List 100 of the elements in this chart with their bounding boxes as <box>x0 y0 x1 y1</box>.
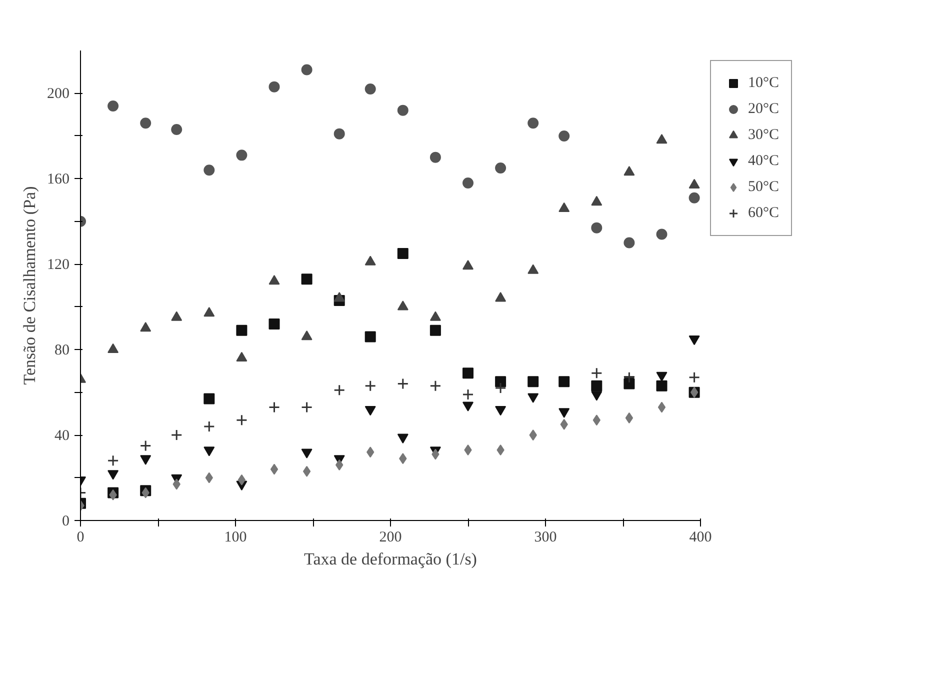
point <box>558 202 570 212</box>
point <box>204 307 215 317</box>
point <box>624 166 635 176</box>
point <box>623 372 635 384</box>
point <box>140 440 152 452</box>
point <box>688 372 700 384</box>
point <box>301 274 312 285</box>
point <box>528 118 539 129</box>
legend-label: 60°C <box>748 204 780 222</box>
point <box>107 454 119 466</box>
point <box>334 384 346 396</box>
x-tick-label: 200 <box>379 530 402 546</box>
point <box>170 429 182 441</box>
y-axis-title: Tensão de Cisalhamento (Pa) <box>20 186 39 385</box>
point <box>334 128 345 140</box>
y-tick-label: 200 <box>47 86 70 102</box>
point <box>591 391 602 401</box>
point <box>268 318 280 330</box>
point <box>140 455 152 465</box>
y-tick-label: 0 <box>62 514 70 530</box>
point <box>528 393 539 403</box>
point <box>625 412 634 424</box>
point <box>656 372 668 382</box>
point <box>108 470 119 480</box>
point <box>364 331 376 342</box>
point <box>558 130 570 142</box>
legend-label: 10°C <box>748 74 780 92</box>
legend-label: 30°C <box>748 126 780 144</box>
point <box>397 434 408 444</box>
point <box>591 222 602 234</box>
point <box>301 448 312 458</box>
point <box>238 474 246 486</box>
point <box>462 388 474 400</box>
legend-label: 40°C <box>748 152 780 170</box>
point <box>528 376 539 388</box>
point <box>397 378 409 390</box>
point <box>268 402 280 414</box>
point <box>204 164 215 176</box>
point <box>591 380 602 392</box>
point <box>656 380 668 392</box>
point <box>462 260 474 270</box>
point <box>462 402 474 412</box>
point <box>397 300 408 310</box>
point <box>397 248 408 259</box>
point <box>270 464 278 475</box>
x-tick-label: 100 <box>224 530 247 546</box>
legend-label: 20°C <box>748 100 780 118</box>
point <box>364 380 376 392</box>
point <box>301 330 312 340</box>
point <box>397 104 408 116</box>
point <box>364 406 376 416</box>
x-tick-label: 0 <box>76 530 84 546</box>
point <box>204 446 215 456</box>
point <box>236 352 248 362</box>
point <box>236 150 248 161</box>
point <box>462 177 474 188</box>
y-tick-label: 80 <box>54 342 70 359</box>
point <box>494 382 506 394</box>
x-tick-label: 300 <box>534 530 557 546</box>
x-tick-label: 400 <box>689 530 712 546</box>
point <box>171 124 182 136</box>
point <box>203 420 215 432</box>
point <box>496 444 504 456</box>
point <box>464 444 472 456</box>
point <box>364 256 376 266</box>
point <box>495 376 506 388</box>
point <box>236 414 248 426</box>
point <box>204 393 215 404</box>
point <box>140 322 152 332</box>
point <box>334 292 345 302</box>
point <box>591 196 602 206</box>
point <box>430 324 441 336</box>
point <box>301 402 313 414</box>
point <box>528 264 539 274</box>
point <box>495 292 506 302</box>
point <box>171 311 182 321</box>
point <box>268 274 280 285</box>
point <box>688 178 700 188</box>
point <box>495 162 506 174</box>
point <box>268 81 280 92</box>
point <box>462 368 474 379</box>
point <box>430 152 441 163</box>
point <box>656 134 668 144</box>
y-tick-label: 120 <box>47 257 70 274</box>
point <box>301 64 312 76</box>
point <box>656 228 668 240</box>
x-axis-title: Taxa de deformação (1/s) <box>304 550 477 568</box>
point <box>590 367 602 379</box>
point <box>302 466 311 477</box>
point <box>430 380 442 392</box>
point <box>140 118 152 129</box>
point <box>658 402 666 413</box>
y-tick-label: 40 <box>54 428 70 444</box>
point <box>108 100 119 112</box>
point <box>495 406 506 416</box>
point <box>236 324 248 336</box>
legend-label: 50°C <box>748 178 780 196</box>
point <box>364 83 376 94</box>
point <box>688 192 700 204</box>
point <box>624 237 635 248</box>
